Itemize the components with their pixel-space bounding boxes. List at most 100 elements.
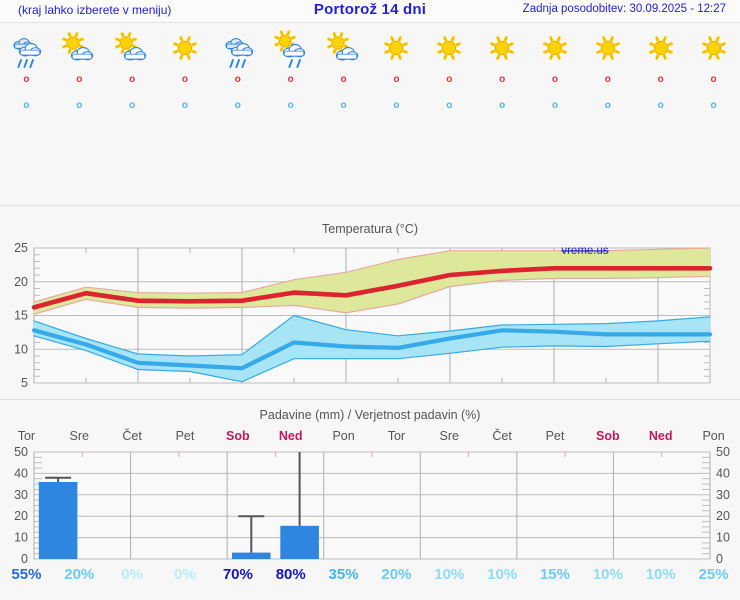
precipitation-day-label: Sre	[69, 429, 89, 443]
svg-text:20: 20	[14, 509, 28, 523]
svg-text:vreme.us: vreme.us	[561, 245, 609, 257]
svg-text:25: 25	[14, 241, 28, 255]
precipitation-day-label: Ned	[648, 429, 673, 443]
temp-max: o	[499, 74, 506, 85]
svg-text:0: 0	[21, 552, 28, 566]
sun-cloud-rain-icon	[264, 29, 317, 69]
precipitation-day-label: Ned	[278, 429, 303, 443]
svg-text:50: 50	[716, 446, 730, 459]
precipitation-day-labels: Tor Sre Čet Pet Sob Ned Pon Tor Sre Čet Pet Sob Ned P…	[0, 429, 740, 445]
temperature-line	[31, 265, 713, 310]
last-updated: Zadnja posodobitev: 30.09.2025 - 12:27	[522, 3, 726, 15]
temp-min: o	[23, 100, 30, 112]
temp-max: o	[76, 74, 83, 85]
precipitation-probability: 10%	[592, 566, 623, 583]
precipitation-probability: 10%	[487, 566, 518, 583]
precipitation-probability: 80%	[275, 566, 306, 583]
temperature-chart-title: Temperatura (°C)	[322, 222, 418, 236]
precipitation-probability: 35%	[328, 566, 359, 583]
temp-max: o	[234, 74, 241, 85]
precipitation-day-label: Čet	[492, 429, 512, 443]
temp-min: o	[181, 100, 189, 112]
precipitation-bar	[232, 552, 271, 559]
temp-max: o	[393, 74, 400, 85]
temp-min: o	[340, 100, 347, 112]
svg-text:40: 40	[716, 466, 730, 480]
svg-text:0: 0	[716, 552, 723, 566]
temp-max: o	[710, 74, 717, 85]
precipitation-probability: 20%	[381, 566, 412, 583]
sun-cloud-icon	[317, 29, 370, 69]
precipitation-day-label: Pet	[545, 429, 565, 443]
rain-shower-icon	[211, 29, 264, 69]
section-divider-2	[0, 399, 740, 400]
precipitation-probability: 10%	[645, 566, 676, 583]
svg-text:50: 50	[14, 446, 28, 459]
temp-min: o	[234, 100, 241, 112]
sun-icon	[370, 29, 423, 69]
svg-text:10: 10	[14, 342, 28, 356]
precipitation-day-label: Pet	[175, 429, 195, 443]
svg-text:15: 15	[14, 309, 28, 323]
precipitation-probability: 25%	[698, 566, 729, 583]
precipitation-probability: 15%	[539, 566, 570, 583]
sun-icon	[529, 29, 582, 69]
svg-text:5: 5	[21, 376, 28, 390]
temp-max: o	[181, 74, 189, 85]
temp-max: o	[657, 74, 664, 85]
temperature-chart: 5 10 15 20 25 vreme.us	[0, 240, 740, 390]
precipitation-day-label: Sre	[439, 429, 459, 443]
temp-max: o	[551, 74, 559, 85]
precipitation-probability: 0%	[174, 566, 196, 583]
temp-min: o	[446, 100, 453, 112]
precipitation-day-label: Sob	[596, 429, 620, 443]
temp-max: o	[129, 74, 136, 85]
temp-min: o	[657, 100, 664, 112]
precipitation-chart: 0 0 10 10 20 20 30 30 40 40 50 50	[0, 446, 740, 568]
precipitation-probability: 55%	[11, 566, 42, 583]
temp-max: o	[446, 74, 453, 85]
precipitation-probability-row: 55% 20% 0% 0% 70% 80% 35% 20% 10% 10% 15% 10% 10% 25%	[0, 566, 740, 588]
header-divider	[0, 22, 740, 23]
temp-min: o	[551, 100, 559, 112]
sun-icon	[581, 29, 634, 69]
svg-text:30: 30	[716, 488, 730, 502]
temp-min: o	[76, 100, 83, 112]
sun-icon	[159, 29, 212, 69]
precipitation-day-label: Čet	[122, 429, 142, 443]
svg-text:10: 10	[14, 531, 28, 545]
precipitation-bar	[280, 525, 319, 559]
header-bar: (kraj lahko izberete v meniju) Portorož …	[0, 0, 740, 22]
temp-max: o	[340, 74, 347, 85]
sun-cloud-icon	[53, 29, 106, 69]
sun-icon	[476, 29, 529, 69]
temp-min: o	[129, 100, 136, 112]
precipitation-day-label: Tor	[387, 429, 406, 443]
temp-min: o	[287, 100, 294, 112]
svg-text:20: 20	[14, 275, 28, 289]
temp-min: o	[393, 100, 400, 112]
dewpoint-line	[31, 328, 713, 371]
precipitation-probability: 70%	[222, 566, 253, 583]
temp-min: o	[710, 100, 717, 112]
page-title: Portorož 14 dni	[313, 1, 427, 18]
menu-hint: (kraj lahko izberete v meniju)	[18, 3, 172, 17]
sun-icon	[423, 29, 476, 69]
temp-max: o	[287, 74, 294, 85]
rain-shower-icon	[0, 29, 53, 69]
